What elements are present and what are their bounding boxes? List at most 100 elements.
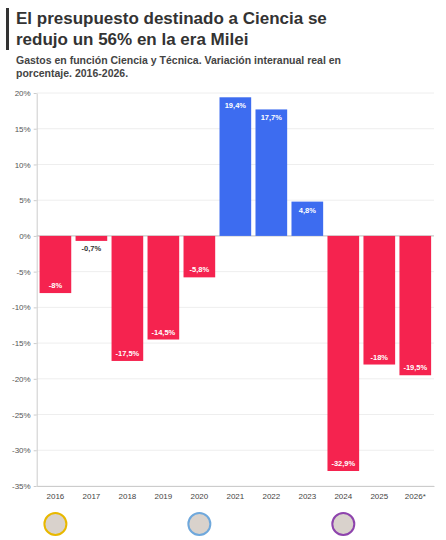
y-tick: 15% [15,125,37,134]
x-tick: 2024 [334,486,352,501]
x-tick-label: 2019 [154,492,172,501]
y-tick-label: -10% [12,303,31,312]
data-label: -0,7% [82,244,102,253]
y-tick: 0% [19,232,37,241]
y-tick-mark [34,164,37,165]
y-tick-label: 0% [19,232,31,241]
y-tick-label: 10% [15,161,31,170]
y-tick: 5% [19,196,37,205]
y-tick-mark [34,343,37,344]
y-tick-mark [34,93,37,94]
y-tick-mark [34,307,37,308]
y-tick: -35% [12,482,37,491]
x-tick: 2019 [154,486,172,501]
title: El presupuesto destinado a Ciencia se red… [16,9,327,49]
y-tick-label: 5% [19,196,31,205]
y-tick: -5% [16,268,36,277]
bar [220,97,252,236]
y-axis: -35% -30% -25% -20% -15% -10% -5% 0% 5% 10% 15% 20% [12,89,37,491]
y-tick: 10% [15,161,37,170]
x-tick-label: 2026* [405,492,426,501]
x-tick: 2016 [47,486,65,501]
data-label: -32,9% [331,459,355,468]
x-tick: 2017 [82,486,100,501]
x-tick-label: 2025 [370,492,388,501]
grid-line [37,450,434,451]
x-tick-label: 2022 [262,492,280,501]
y-tick-label: -15% [12,339,31,348]
president-photo [44,513,66,535]
y-tick-label: -25% [12,411,31,420]
bar [255,109,287,235]
data-label: -17,5% [115,349,139,358]
y-tick-mark [34,486,37,487]
president-photo [332,513,354,535]
y-tick-label: 20% [15,89,31,98]
grid-line [37,378,434,379]
x-tick: 2026* [405,486,426,501]
x-tick: 2021 [226,486,244,501]
y-tick-mark [34,272,37,273]
x-tick-label: 2016 [47,492,65,501]
bar [363,236,395,365]
y-tick: -20% [12,375,37,384]
x-axis: 2016 2017 2018 2019 2020 2021 2022 2023 2024 2025… [37,486,434,501]
x-tick-label: 2024 [334,492,352,501]
bar [291,202,323,236]
y-tick-label: -5% [16,268,30,277]
y-tick: 20% [15,89,37,98]
y-tick-mark [34,200,37,201]
y-tick: -25% [12,411,37,420]
x-tick-label: 2017 [82,492,100,501]
bar [184,236,216,277]
x-tick-label: 2018 [118,492,136,501]
text-line: redujo un 56% en la era Milei [16,30,248,49]
x-tick: 2020 [190,486,208,501]
president-photo [188,513,210,535]
data-label: 19,4% [225,101,247,110]
chart: El presupuesto destinado a Ciencia se red… [0,0,446,540]
subtitle: Gastos en función Ciencia y Técnica. Var… [16,54,341,79]
bar [112,236,144,361]
y-tick-mark [34,129,37,130]
grid [37,93,434,486]
grid-line [37,414,434,415]
x-tick: 2025 [370,486,388,501]
title-accent [6,8,9,50]
x-tick: 2023 [298,486,316,501]
y-tick: -10% [12,303,37,312]
bar [399,236,431,375]
y-axis-line [37,94,38,487]
bars [40,97,432,471]
grid-line [37,486,434,487]
data-label: -8% [49,281,63,290]
x-tick-label: 2021 [226,492,244,501]
text-line: El presupuesto destinado a Ciencia se [16,9,327,28]
x-axis-line [37,486,434,487]
y-tick-label: -35% [12,482,31,491]
president-photos [44,513,354,535]
text-line: Gastos en función Ciencia y Técnica. Var… [16,54,341,66]
data-label: -18% [371,353,389,362]
x-tick: 2018 [118,486,136,501]
y-tick-mark [34,450,37,451]
data-labels: -8%-0,7%-17,5%-14,5%-5,8%19,4%17,7%4,8%-… [49,101,428,468]
x-tick: 2022 [262,486,280,501]
y-tick: -30% [12,446,37,455]
grid-line [37,93,434,94]
text-line: porcentaje. 2016-2026. [16,67,128,79]
x-tick-label: 2023 [298,492,316,501]
y-tick-label: -20% [12,375,31,384]
bar [76,236,108,241]
y-tick-label: -30% [12,446,31,455]
data-label: 17,7% [261,113,283,122]
y-tick-mark [34,415,37,416]
bar [327,236,359,471]
bar [40,236,72,293]
y-tick-mark [34,379,37,380]
data-label: 4,8% [299,206,316,215]
data-label: -14,5% [151,328,175,337]
y-tick-mark [34,236,37,237]
y-tick: -15% [12,339,37,348]
data-label: -19,5% [403,363,427,372]
